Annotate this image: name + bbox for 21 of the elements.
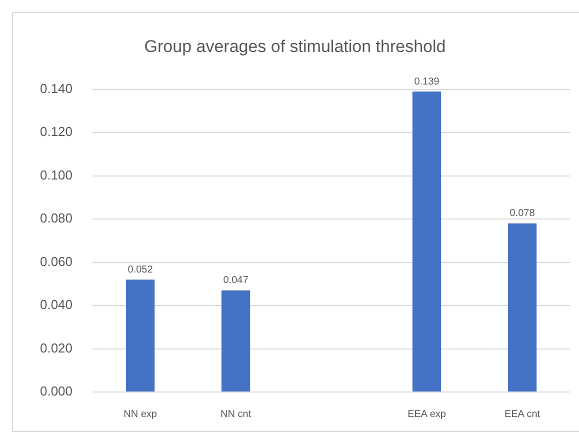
y-tick-label: 0.060: [40, 254, 73, 269]
y-tick-label: 0.120: [40, 124, 73, 140]
y-tick-label: 0.020: [40, 340, 73, 356]
data-label: 0.139: [414, 76, 440, 88]
bar: [126, 280, 155, 392]
data-label: 0.078: [510, 208, 536, 220]
y-tick-label: 0.100: [40, 167, 73, 182]
bar: [508, 223, 537, 392]
y-tick-label: 0.040: [40, 297, 73, 312]
x-tick-label: EEA cnt: [504, 408, 540, 420]
data-label: 0.047: [223, 275, 249, 286]
x-tick-label: EEA exp: [408, 408, 446, 420]
y-tick-label: 0.000: [40, 384, 73, 399]
bar: [412, 92, 442, 392]
y-tick-label: 0.140: [40, 80, 73, 96]
x-tick-label: NN cnt: [220, 408, 252, 420]
bar: [221, 290, 250, 392]
data-label: 0.052: [128, 264, 154, 276]
chart-title: Group averages of stimulation threshold: [144, 36, 446, 56]
y-tick-label: 0.080: [40, 210, 73, 226]
x-tick-label: NN exp: [124, 408, 158, 420]
